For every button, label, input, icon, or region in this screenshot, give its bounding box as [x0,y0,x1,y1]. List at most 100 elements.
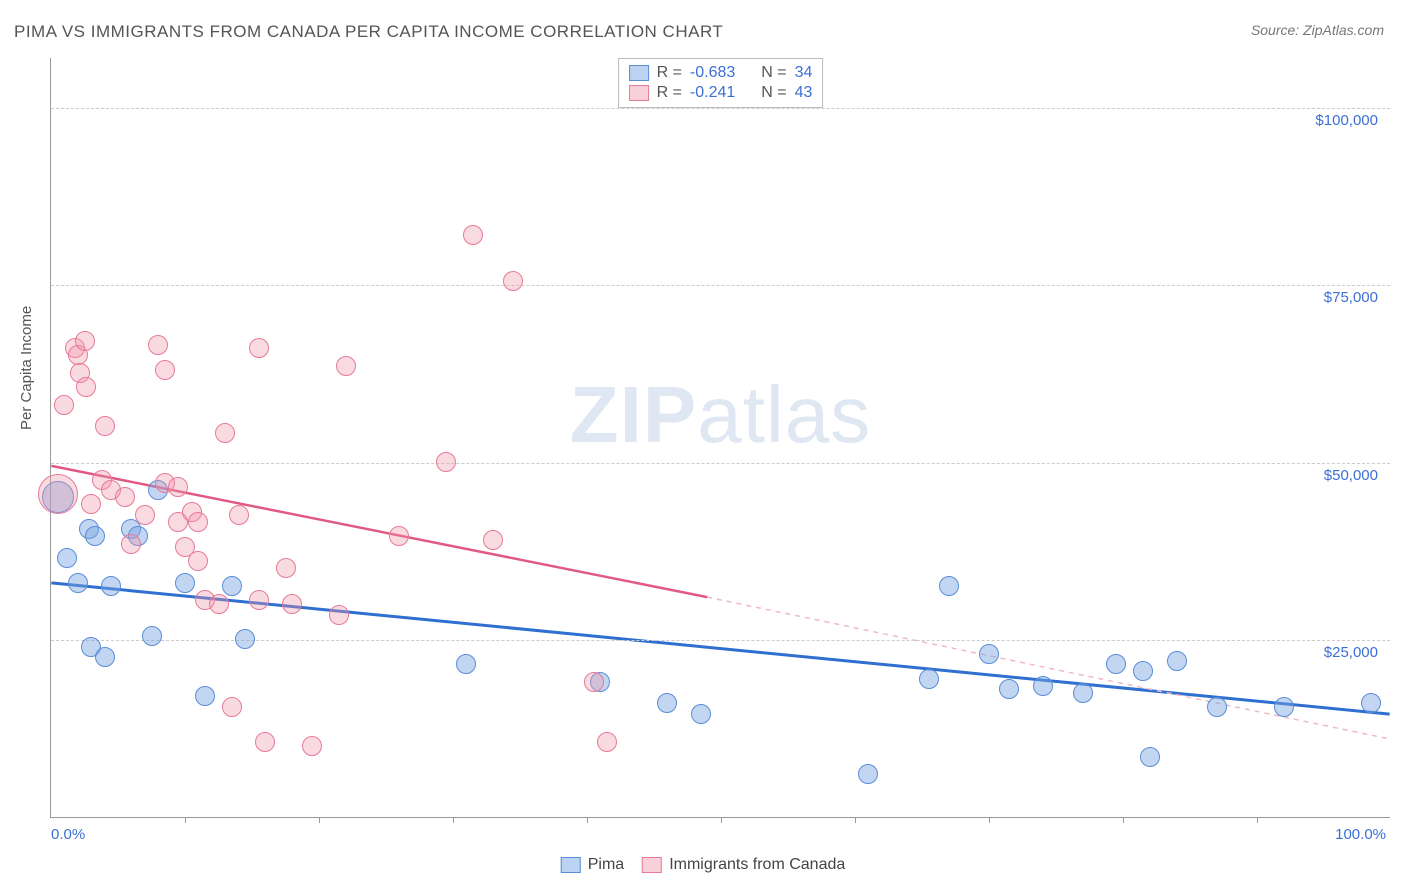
data-point-canada [81,494,101,514]
data-point-pima [456,654,476,674]
x-tick [855,817,856,823]
data-point-pima [85,526,105,546]
legend-label: Pima [588,856,624,874]
data-point-canada [276,558,296,578]
data-point-pima [222,576,242,596]
legend-label: Immigrants from Canada [669,856,845,874]
data-point-pima [1274,697,1294,717]
data-point-canada [148,335,168,355]
data-point-pima [657,693,677,713]
source-prefix: Source: [1251,22,1303,38]
data-point-pima [858,764,878,784]
data-point-pima [691,704,711,724]
data-point-canada [302,736,322,756]
data-point-canada [463,225,483,245]
data-point-canada [135,505,155,525]
data-point-pima [1361,693,1381,713]
chart-container: PIMA VS IMMIGRANTS FROM CANADA PER CAPIT… [0,0,1406,892]
corr-N-value: 34 [795,64,813,82]
data-point-pima [1073,683,1093,703]
legend-item: Pima [561,856,624,874]
data-point-canada [209,594,229,614]
data-point-pima [1140,747,1160,767]
corr-N-value: 43 [795,84,813,102]
data-point-canada [215,423,235,443]
data-point-canada [503,271,523,291]
x-tick [1123,817,1124,823]
data-point-pima [1207,697,1227,717]
legend-swatch [629,85,649,101]
data-point-canada [168,477,188,497]
data-point-pima [101,576,121,596]
data-point-pima [939,576,959,596]
x-tick [587,817,588,823]
data-point-canada [54,395,74,415]
corr-R-value: -0.683 [690,64,735,82]
y-tick-label: $100,000 [1315,112,1378,129]
x-tick [1257,817,1258,823]
data-point-canada [121,534,141,554]
legend-swatch [561,857,581,873]
corr-legend-row-canada: R = -0.241 N = 43 [629,83,813,103]
data-point-canada [249,590,269,610]
legend-swatch [642,857,662,873]
data-point-canada [155,360,175,380]
data-point-canada [597,732,617,752]
gridline [51,108,1390,109]
data-point-canada [115,487,135,507]
data-point-pima [979,644,999,664]
y-axis-title: Per Capita Income [18,306,35,430]
data-point-pima [999,679,1019,699]
x-tick [453,817,454,823]
x-tick [721,817,722,823]
x-tick [989,817,990,823]
corr-R-value: -0.241 [690,84,735,102]
x-tick [185,817,186,823]
data-point-canada [188,551,208,571]
legend-item: Immigrants from Canada [642,856,845,874]
data-point-canada [436,452,456,472]
data-point-canada [249,338,269,358]
data-point-pima [1167,651,1187,671]
data-point-canada [329,605,349,625]
data-point-pima [1033,676,1053,696]
data-point-pima [95,647,115,667]
source-credit: Source: ZipAtlas.com [1251,22,1384,38]
gridline [51,285,1390,286]
trend-line [707,597,1390,739]
data-point-canada [76,377,96,397]
series-legend: Pima Immigrants from Canada [561,856,846,874]
watermark-bold: ZIP [570,370,697,459]
data-point-canada [38,474,78,514]
source-name: ZipAtlas.com [1303,22,1384,38]
corr-legend-row-pima: R = -0.683 N = 34 [629,63,813,83]
data-point-pima [1106,654,1126,674]
data-point-canada [389,526,409,546]
chart-title: PIMA VS IMMIGRANTS FROM CANADA PER CAPIT… [14,22,723,42]
x-tick-label: 0.0% [51,826,85,843]
data-point-canada [75,331,95,351]
correlation-legend: R = -0.683 N = 34 R = -0.241 N = 43 [618,58,824,108]
corr-R-label: R = [657,84,682,102]
data-point-pima [142,626,162,646]
data-point-canada [483,530,503,550]
data-point-canada [584,672,604,692]
corr-N-label: N = [761,84,786,102]
y-tick-label: $50,000 [1324,467,1378,484]
data-point-canada [229,505,249,525]
data-point-pima [919,669,939,689]
data-point-canada [282,594,302,614]
data-point-canada [95,416,115,436]
watermark: ZIPatlas [570,369,871,461]
plot-area: ZIPatlas R =-0.683N =34R =-0.241N =43 $2… [50,58,1390,818]
data-point-pima [1133,661,1153,681]
legend-swatch [629,65,649,81]
data-point-pima [175,573,195,593]
corr-N-label: N = [761,64,786,82]
gridline [51,463,1390,464]
corr-R-label: R = [657,64,682,82]
x-tick-label: 100.0% [1335,826,1386,843]
data-point-pima [195,686,215,706]
trend-lines [51,58,1390,817]
data-point-canada [188,512,208,532]
